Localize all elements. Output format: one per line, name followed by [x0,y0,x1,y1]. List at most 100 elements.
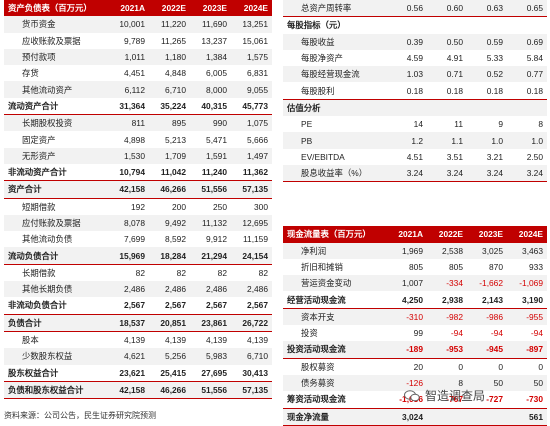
row-label: 每股经营现金流 [283,66,387,83]
table-title: 现金流量表（百万元） [283,226,387,243]
table-row: 折旧和摊销 805 805 870 933 [283,259,547,275]
row-value: 9,492 [149,214,190,232]
row-value: 5,471 [206,134,227,145]
row-value [427,99,467,117]
table-row: 股息收益率（%） 3.24 3.24 3.24 3.24 [283,164,547,183]
table-title: 资产负债表（百万元） [4,0,108,17]
row-value: 300 [254,201,268,212]
row-value: 50 [507,374,547,392]
row-value: 3.24 [467,164,507,183]
table-header-row: 现金流量表（百万元） 2021A 2022E 2023E 2024E [283,226,547,243]
table-row: 应付账款及票据 8,078 9,492 11,132 12,695 [4,214,272,232]
row-value: 2,567 [108,297,149,315]
table-row: 其他长期负债 2,486 2,486 2,486 2,486 [4,281,272,298]
row-label: 固定资产 [22,134,56,145]
row-value: 4.51 [406,151,423,162]
row-value: 9,912 [206,234,227,245]
table-row: 债务募资 -126 8 50 50 [283,374,547,392]
row-value: 31,364 [108,97,149,116]
row-value: 3,025 [467,242,507,259]
row-value: -730 [507,391,547,409]
row-value: 21,294 [190,247,231,265]
row-value: 8,592 [165,234,186,245]
row-label: 应收账款及票据 [22,35,81,46]
balance-sheet-table: 资产负债表（百万元） 2021A 2022E 2023E 2024E 货币资金 10,001… [4,0,272,400]
row-label: 存货 [22,68,39,79]
column-header: 2023E [467,226,507,243]
row-value: 6,710 [231,348,272,365]
row-value: 0 [458,361,463,372]
row-value: 82 [258,267,268,278]
row-value: 805 [409,262,423,272]
row-value: -189 [387,341,427,359]
row-value: 0.56 [387,0,427,18]
row-value: 1,530 [108,147,149,164]
row-value [387,99,427,117]
row-value: 20 [413,361,423,372]
row-label: PE [301,119,313,130]
row-label: 负债和股东权益合计 [4,381,108,400]
row-value: 11,240 [190,163,231,182]
row-value: 0.63 [467,0,507,18]
row-value: -1,069 [507,275,547,292]
row-value: 0.60 [427,0,467,18]
row-value: 4.59 [406,53,423,64]
row-value: 51,556 [190,180,231,199]
row-value [467,17,507,34]
table-row: 无形资产 1,530 1,709 1,591 1,497 [4,147,272,164]
row-value: 0.59 [467,33,507,50]
row-value: 27,695 [190,364,231,382]
row-value: 0.65 [507,0,547,18]
table-row: EV/EBITDA 4.51 3.51 3.21 2.50 [283,149,547,165]
table-row: 投资 99 -94 -94 -94 [283,325,547,341]
row-value: 20,851 [149,314,190,332]
row-label: PB [283,132,387,149]
row-value: -727 [467,391,507,409]
row-value: 4,139 [165,335,186,346]
table-row: 资产合计 42,158 46,266 51,556 57,135 [4,180,272,199]
row-value: 1,384 [190,48,231,66]
table-row: 负债合计 18,537 20,851 23,861 26,722 [4,314,272,332]
row-value [507,17,547,34]
row-label: 其他长期负债 [4,281,108,298]
row-label: 投资 [301,328,318,339]
row-value: 18,284 [149,247,190,265]
row-value: 1,075 [231,114,272,132]
table-row: 固定资产 4,898 5,213 5,471 5,666 [4,131,272,147]
row-label: 股东权益合计 [4,364,108,382]
column-header: 2023E [190,0,231,17]
row-value: 82 [176,267,186,278]
row-value: -94 [490,328,503,339]
row-value: 5,213 [165,134,186,145]
row-value: 3.51 [446,151,463,162]
row-value: -94 [530,328,543,339]
row-value: 0.39 [387,33,427,50]
row-value: 15,061 [242,35,268,46]
row-value: 2,567 [231,297,272,315]
row-value: 0.18 [387,82,427,100]
row-value: -982 [427,308,467,326]
row-value: 11,265 [161,35,186,46]
row-value: 3.21 [486,151,503,162]
row-value: 4,250 [387,291,427,309]
row-value: 7,699 [124,234,145,245]
row-label: 非流动负债合计 [4,297,108,315]
row-value: 3.24 [387,164,427,183]
row-label: 短期借款 [22,201,56,212]
watermark-text: 智造调查局 [425,389,486,403]
row-value: 6,112 [108,81,149,98]
row-value [467,408,507,426]
row-value: 9,055 [231,81,272,98]
row-label: 其他流动负债 [22,234,73,245]
row-value: 11,690 [190,16,231,33]
row-label: 其他流动资产 [4,81,108,98]
row-value: 82 [135,267,145,278]
table-row: 现金净流量 3,024 561 [283,408,547,426]
row-label: 预付款项 [4,48,108,66]
row-label: 股息收益率（%） [283,164,387,183]
row-value: 9,789 [124,35,145,46]
table-row: 经营活动现金流 4,250 2,938 2,143 3,190 [283,291,547,309]
table-row: 非流动负债合计 2,567 2,567 2,567 2,567 [4,297,272,315]
row-value: 4,139 [206,335,227,346]
row-value: -334 [427,275,467,292]
